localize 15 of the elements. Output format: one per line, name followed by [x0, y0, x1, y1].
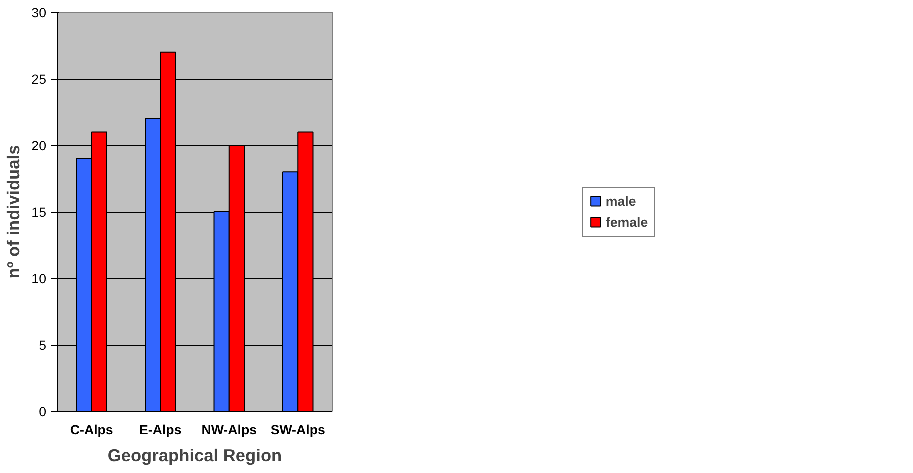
- y-tick-label: 20: [32, 138, 47, 154]
- y-axis-title: nº of individuals: [4, 145, 24, 279]
- x-tick-label: SW-Alps: [270, 422, 326, 438]
- y-tick-label: 25: [32, 72, 47, 87]
- y-tick-label: 5: [39, 338, 47, 353]
- x-tick-label: C-Alps: [70, 422, 114, 438]
- x-axis-title: Geographical Region: [108, 446, 282, 466]
- x-tick-label: NW-Alps: [202, 422, 258, 438]
- legend-label: female: [606, 214, 648, 230]
- x-tick-label: E-Alps: [140, 422, 182, 438]
- y-tick-label: 15: [32, 205, 47, 220]
- legend-label: male: [606, 194, 636, 208]
- y-tick-label: 0: [39, 404, 47, 420]
- y-tick-label: 10: [32, 272, 47, 286]
- y-tick-label: 30: [32, 6, 47, 20]
